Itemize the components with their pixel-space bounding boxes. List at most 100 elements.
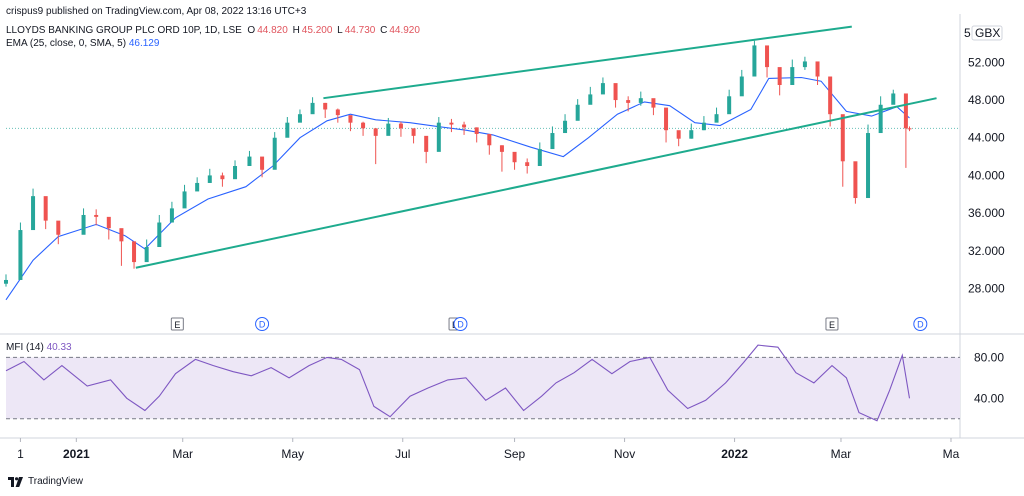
candle: [765, 45, 770, 78]
candle-body: [233, 166, 238, 180]
candle-body: [866, 133, 871, 199]
candle-body: [563, 120, 568, 134]
dividend-marker-circle: [913, 317, 928, 331]
candle-body: [398, 123, 403, 129]
candle-body: [525, 162, 530, 166]
ohlc-low: L 44.730: [337, 25, 377, 36]
candle: [777, 67, 782, 96]
candle: [260, 156, 265, 178]
candle: [815, 61, 820, 85]
ema-legend[interactable]: EMA (25, close, 0, SMA, 5) 46.129: [6, 38, 161, 49]
candle: [4, 274, 8, 287]
trendline-upper[interactable]: [323, 25, 852, 100]
candle: [81, 208, 86, 235]
candle-body: [157, 222, 162, 248]
candle: [739, 69, 744, 97]
candle: [31, 188, 36, 231]
candle-body: [260, 156, 265, 170]
price-tick-label[interactable]: 28.000: [968, 281, 1005, 295]
candle: [195, 177, 200, 192]
candle-body: [449, 122, 454, 125]
candle: [550, 126, 555, 150]
mfi-tick-label[interactable]: 80.00: [974, 350, 1004, 364]
price-tick-label-partial[interactable]: 5: [964, 26, 971, 40]
candles-layer: [4, 40, 912, 287]
time-tick-label[interactable]: Mar: [172, 447, 193, 461]
mfi-tick-label[interactable]: 40.00: [974, 391, 1004, 405]
time-tick-label[interactable]: May: [281, 447, 304, 461]
candle-body: [18, 230, 23, 280]
candle-body: [207, 175, 212, 183]
time-tick-label[interactable]: Nov: [614, 447, 635, 461]
candle-body: [31, 196, 36, 231]
time-tick-label[interactable]: 1: [17, 447, 24, 461]
currency-label[interactable]: GBX: [975, 26, 1000, 40]
trendlines-layer[interactable]: [135, 25, 937, 269]
time-tick-label[interactable]: Ma: [943, 447, 960, 461]
candle-body: [739, 76, 744, 97]
trendline-lower[interactable]: [135, 97, 937, 269]
candle-body: [588, 94, 593, 105]
candle: [600, 77, 605, 95]
candle-body: [727, 96, 732, 115]
candle-body: [411, 128, 416, 136]
price-tick-label[interactable]: 32.000: [968, 244, 1005, 258]
candle: [714, 107, 719, 123]
candle: [664, 107, 669, 143]
time-tick-label[interactable]: 2022: [721, 447, 748, 461]
candle-body: [903, 93, 908, 129]
candle-body: [840, 114, 845, 162]
time-tick-label[interactable]: Sep: [504, 447, 526, 461]
candle-body: [94, 214, 99, 217]
price-tick-label[interactable]: 44.000: [968, 131, 1005, 145]
candle-body: [348, 115, 353, 123]
currency-box[interactable]: [971, 25, 1003, 41]
time-tick-label[interactable]: Mar: [831, 447, 852, 461]
candle: [119, 228, 124, 266]
ohlc-open-label: O: [247, 25, 256, 36]
earnings-marker[interactable]: E: [170, 317, 184, 331]
price-tick-label[interactable]: 40.000: [968, 168, 1005, 182]
dividend-marker-circle: [453, 317, 468, 331]
time-axis[interactable]: 1 2021 Mar May Jul Sep Nov 2022 Mar Ma: [17, 438, 960, 461]
candle-body: [600, 83, 605, 95]
candle-body: [474, 127, 479, 134]
dividend-marker[interactable]: D: [913, 317, 928, 331]
candle-body: [499, 145, 504, 152]
symbol-legend[interactable]: LLOYDS BANKING GROUP PLC ORD 10P, 1D, LS…: [6, 25, 422, 36]
candle: [398, 121, 403, 137]
time-tick-label[interactable]: 2021: [63, 447, 90, 461]
earnings-marker[interactable]: E: [825, 317, 839, 331]
mfi-legend[interactable]: MFI (14) 40.33: [6, 342, 72, 353]
dividend-marker[interactable]: D: [255, 317, 270, 331]
candle: [207, 168, 212, 183]
candle: [310, 97, 315, 115]
candle-body: [765, 45, 770, 68]
price-tick-label[interactable]: 36.000: [968, 206, 1005, 220]
candle: [436, 117, 441, 152]
price-axis[interactable]: 52.000 48.000 44.000 40.000 36.000 32.000 28.0…: [964, 25, 1005, 405]
candle-body: [664, 107, 669, 131]
candle-body: [81, 214, 86, 235]
candle-body: [575, 104, 580, 121]
candle-body: [361, 122, 366, 129]
candle: [651, 98, 656, 116]
candle: [297, 109, 302, 123]
earnings-marker-label: E: [174, 320, 180, 330]
dividend-marker[interactable]: D: [453, 317, 468, 331]
price-tick-label[interactable]: 52.000: [968, 55, 1005, 69]
candle-body: [436, 122, 441, 152]
candle: [144, 239, 149, 263]
candle-body: [752, 45, 757, 77]
price-tick-label[interactable]: 48.000: [968, 93, 1005, 107]
ema-value: 46.129: [128, 38, 160, 49]
time-tick-label[interactable]: Jul: [395, 447, 410, 461]
candle-body: [424, 135, 429, 152]
candle-body: [335, 109, 340, 116]
events-layer[interactable]: EDEDED: [170, 317, 928, 331]
tradingview-footer[interactable]: TradingView: [8, 476, 83, 487]
ema-label: EMA (25, close, 0, SMA, 5): [6, 38, 127, 49]
candle-body: [777, 67, 782, 85]
candle-body: [310, 102, 315, 115]
